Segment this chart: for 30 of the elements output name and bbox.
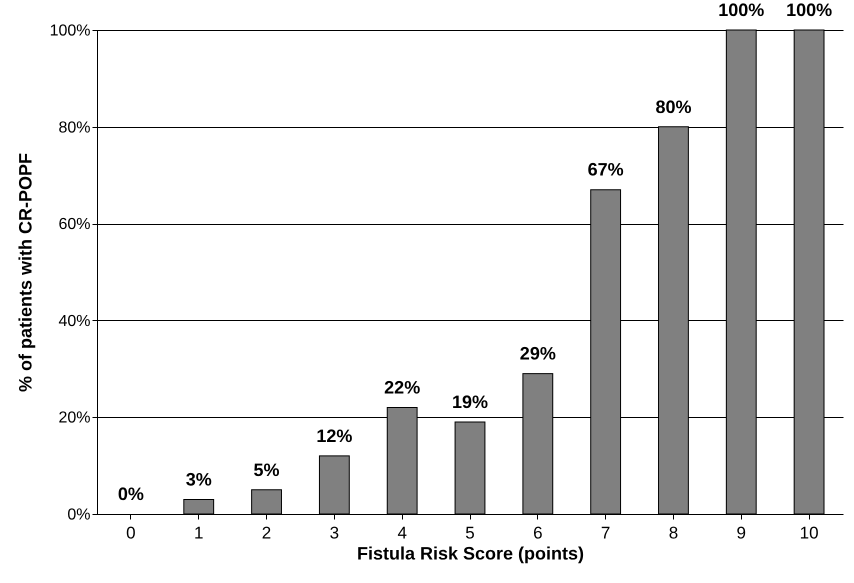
y-axis-title: % of patients with CR-POPF <box>16 152 36 392</box>
x-tick-label: 7 <box>600 524 610 542</box>
data-label: 0% <box>118 484 144 504</box>
x-tick-label: 10 <box>800 524 819 542</box>
x-tick-label: 2 <box>262 524 272 542</box>
data-label: 5% <box>254 460 280 480</box>
x-tick-label: 0 <box>126 524 136 542</box>
y-tick-label: 20% <box>58 410 90 427</box>
x-tick-label: 4 <box>397 524 407 542</box>
y-tick-label: 0% <box>67 506 90 524</box>
x-tick-label: 1 <box>194 524 204 542</box>
x-tick-label: 5 <box>465 524 475 542</box>
data-label: 19% <box>452 392 488 412</box>
data-label: 80% <box>655 96 692 117</box>
data-label: 22% <box>384 378 420 398</box>
x-tick-label: 6 <box>533 524 543 542</box>
y-tick-label: 60% <box>58 216 90 234</box>
data-label: 67% <box>588 160 624 180</box>
x-axis-title: Fistula Risk Score (points) <box>356 544 584 564</box>
data-label: 29% <box>520 344 556 364</box>
data-label: 100% <box>786 0 832 20</box>
data-label: 3% <box>186 469 212 490</box>
x-tick-label: 9 <box>736 524 746 542</box>
data-label: 100% <box>718 0 764 20</box>
y-tick-label: 100% <box>50 22 90 40</box>
x-tick-label: 8 <box>668 524 678 542</box>
x-tick-label: 3 <box>330 524 340 542</box>
data-label: 12% <box>316 426 352 446</box>
y-tick-label: 40% <box>58 312 90 330</box>
y-tick-label: 80% <box>58 119 90 136</box>
